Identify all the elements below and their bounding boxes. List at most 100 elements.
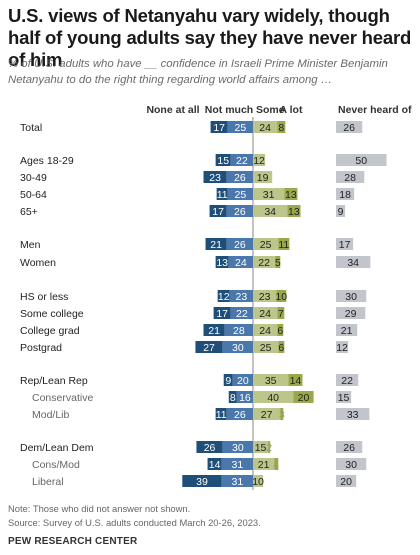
- bar-never-heard: [336, 290, 367, 302]
- bar-a-lot: [268, 441, 271, 453]
- bar-label-never-heard: 12: [336, 342, 348, 354]
- bar-never-heard: [336, 205, 346, 217]
- bar-a-lot: [278, 238, 290, 250]
- bar-label-a-lot: 20: [298, 392, 310, 404]
- bar-label-none-at-all: 12: [218, 291, 230, 303]
- bar-none-at-all: [213, 307, 231, 319]
- bar-none-at-all: [228, 391, 237, 403]
- bar-label-not-much: 30: [232, 342, 244, 354]
- bar-label-not-much: 26: [234, 239, 246, 251]
- bar-never-heard: [336, 324, 358, 336]
- bar-label-none-at-all: 13: [216, 257, 228, 269]
- bar-label-a-lot: 6: [278, 342, 284, 354]
- row-label: Mod/Lib: [32, 409, 70, 421]
- legend-none-at-all: None at all: [146, 104, 199, 116]
- bar-label-never-heard: 29: [345, 308, 357, 320]
- bar-label-some: 24: [259, 325, 271, 337]
- bar-not-much: [226, 205, 253, 217]
- bar-label-some: 21: [258, 459, 270, 471]
- bar-a-lot: [278, 341, 285, 353]
- chart-title: U.S. views of Netanyahu vary widely, tho…: [8, 5, 412, 70]
- bar-label-a-lot: 6: [277, 325, 283, 337]
- row-label: Rep/Lean Rep: [20, 375, 88, 387]
- bar-none-at-all: [223, 374, 233, 386]
- bar-label-a-lot: 11: [278, 239, 289, 251]
- chart-source: Source: Survey of U.S. adults conducted …: [8, 517, 261, 528]
- row-label: Ages 18-29: [20, 155, 74, 167]
- row-label: College grad: [20, 325, 80, 337]
- row-label: Women: [20, 257, 56, 269]
- bar-not-much: [221, 475, 253, 487]
- bar-not-much: [222, 341, 253, 353]
- bar-some: [253, 307, 278, 319]
- bar-label-never-heard: 22: [341, 375, 353, 387]
- bar-label-a-lot: 13: [288, 206, 300, 218]
- bar-never-heard: [336, 256, 371, 268]
- row-label: Total: [20, 122, 42, 134]
- row-label: Conservative: [32, 392, 93, 404]
- bar-label-never-heard: 30: [345, 459, 357, 471]
- bar-label-never-heard: 9: [338, 206, 344, 218]
- bar-never-heard: [336, 307, 366, 319]
- bar-label-a-lot: 3: [279, 409, 285, 421]
- bar-not-much: [226, 238, 253, 250]
- bar-label-none-at-all: 9: [225, 375, 231, 387]
- bar-label-none-at-all: 11: [216, 409, 227, 421]
- bar-a-lot: [293, 391, 314, 403]
- bar-label-not-much: 28: [233, 325, 245, 337]
- bar-never-heard: [336, 458, 367, 470]
- bar-label-some: 24: [259, 122, 271, 134]
- bar-label-none-at-all: 23: [209, 172, 221, 184]
- legend-a-lot: A lot: [280, 104, 303, 116]
- bar-label-none-at-all: 8: [230, 392, 236, 404]
- bar-none-at-all: [203, 324, 225, 336]
- bar-label-a-lot: 4: [273, 459, 279, 471]
- bar-never-heard: [336, 238, 354, 250]
- bar-label-some: 27: [261, 409, 273, 421]
- bar-label-not-much: 31: [232, 476, 244, 488]
- bar-label-not-much: 30: [232, 442, 244, 454]
- bar-not-much: [224, 324, 253, 336]
- bar-a-lot: [288, 374, 303, 386]
- row-label: Liberal: [32, 476, 64, 488]
- bar-a-lot: [275, 256, 281, 268]
- bar-label-never-heard: 20: [340, 476, 352, 488]
- bar-label-none-at-all: 15: [217, 155, 229, 167]
- bar-label-some: 31: [263, 189, 275, 201]
- bar-some: [253, 256, 276, 268]
- bar-not-much: [232, 374, 253, 386]
- bar-some: [253, 391, 294, 403]
- bar-none-at-all: [207, 458, 222, 470]
- bar-label-not-much: 24: [235, 257, 247, 269]
- bar-some: [253, 475, 264, 487]
- bar-some: [253, 290, 277, 302]
- bar-label-some: 15: [255, 442, 267, 454]
- bar-never-heard: [336, 441, 363, 453]
- bar-not-much: [221, 458, 253, 470]
- bar-some: [253, 458, 275, 470]
- bar-not-much: [230, 154, 253, 166]
- bar-none-at-all: [182, 475, 222, 487]
- bar-never-heard: [336, 374, 359, 386]
- bar-label-a-lot: 13: [285, 189, 297, 201]
- bar-label-none-at-all: 17: [212, 206, 224, 218]
- bar-a-lot: [284, 188, 298, 200]
- row-label: HS or less: [20, 291, 68, 303]
- bar-label-none-at-all: 26: [204, 442, 216, 454]
- bar-label-never-heard: 15: [338, 392, 350, 404]
- bar-label-none-at-all: 14: [209, 459, 221, 471]
- bar-label-not-much: 25: [235, 122, 247, 134]
- bar-some: [253, 441, 269, 453]
- bar-not-much: [236, 391, 253, 403]
- bar-label-none-at-all: 11: [217, 189, 228, 201]
- bar-none-at-all: [210, 121, 228, 133]
- bar-none-at-all: [215, 256, 229, 268]
- bar-label-not-much: 22: [236, 308, 248, 320]
- bar-some: [253, 408, 281, 420]
- bar-never-heard: [336, 391, 352, 403]
- bar-some: [253, 154, 266, 166]
- bar-some: [253, 324, 278, 336]
- bar-label-not-much: 26: [234, 172, 246, 184]
- bar-label-never-heard: 33: [347, 409, 359, 421]
